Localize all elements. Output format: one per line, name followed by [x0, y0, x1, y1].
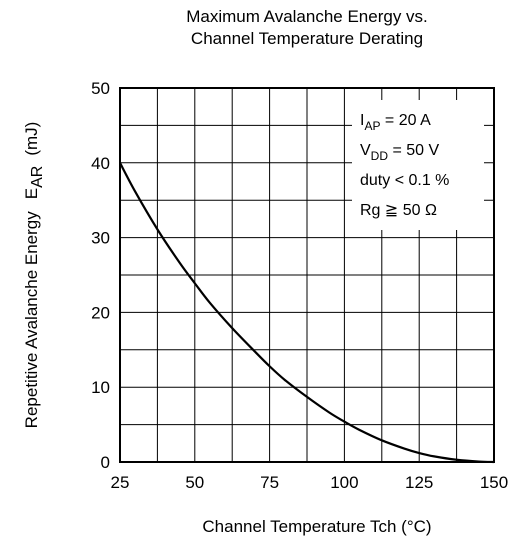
y-tick-label: 0	[101, 453, 110, 472]
x-tick-label: 150	[480, 473, 508, 492]
x-tick-label: 125	[405, 473, 433, 492]
chart-title-line-1: Maximum Avalanche Energy vs.	[186, 7, 428, 26]
conditions-background	[352, 100, 484, 230]
x-axis-label: Channel Temperature Tch (°C)	[202, 517, 431, 536]
chart-title-line-2: Channel Temperature Derating	[191, 29, 423, 48]
y-axis-label: Repetitive Avalanche Energy EAR (mJ)	[22, 122, 46, 429]
condition-iap: IAP = 20 A	[360, 112, 431, 133]
y-tick-label: 50	[91, 79, 110, 98]
x-tick-labels: 25 50 75 100 125 150	[111, 473, 509, 492]
y-axis-unit: (mJ)	[22, 122, 41, 156]
svg-text:Repetitive Avalanche EnergyEAR: Repetitive Avalanche Energy EAR (mJ)	[22, 122, 46, 429]
condition-duty: duty < 0.1 %	[360, 172, 449, 189]
energy-curve	[119, 162, 495, 464]
conditions-box: IAP = 20 A VDD = 50 V duty < 0.1 % Rg ≧ …	[352, 100, 484, 230]
x-tick-label: 25	[111, 473, 130, 492]
curve-layer	[119, 162, 495, 464]
x-tick-label: 50	[185, 473, 204, 492]
y-tick-label: 10	[91, 378, 110, 397]
y-tick-labels: 0 10 20 30 40 50	[91, 79, 110, 472]
y-axis-symbol-sub: AR	[29, 166, 46, 188]
y-tick-label: 40	[91, 154, 110, 173]
y-tick-label: 30	[91, 229, 110, 248]
x-tick-label: 75	[260, 473, 279, 492]
y-axis-label-text: Repetitive Avalanche Energy	[22, 211, 41, 429]
y-tick-label: 20	[91, 303, 110, 322]
condition-vdd: VDD = 50 V	[360, 142, 439, 163]
y-axis-symbol: E	[22, 188, 41, 199]
condition-rg: Rg ≧ 50 Ω	[360, 202, 437, 219]
x-tick-label: 100	[330, 473, 358, 492]
grid	[120, 88, 494, 462]
plot-frame	[119, 87, 495, 463]
